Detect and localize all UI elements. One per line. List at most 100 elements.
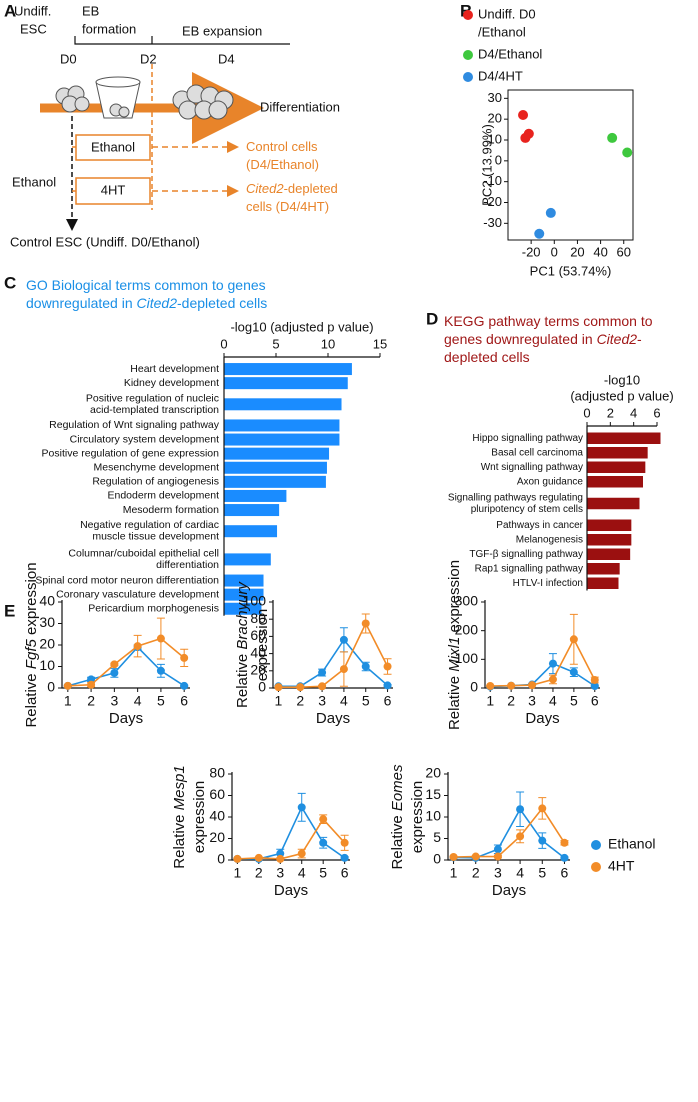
x-tick-label: 5 <box>272 336 279 351</box>
x-tick-label: 4 <box>134 693 142 709</box>
x-tick-label: 3 <box>110 693 118 709</box>
diagram: A Undiff. ESC EB formation EB expansion … <box>4 1 340 249</box>
point <box>110 668 119 677</box>
y-tick-label: 0 <box>433 851 441 867</box>
series-line <box>67 645 185 687</box>
bar <box>224 398 342 411</box>
x-tick-label: 0 <box>583 405 590 420</box>
y-axis-label-part: expression <box>191 781 208 854</box>
y-axis-label: expression <box>409 781 426 854</box>
x-tick-label: 5 <box>362 693 370 709</box>
label: Differentiation <box>260 99 340 114</box>
panel-label: E <box>4 601 15 620</box>
outcome-label-part: Cited2 <box>246 181 284 196</box>
y-tick-label: 0 <box>470 679 478 695</box>
box-label: Ethanol <box>91 139 135 154</box>
y-tick-label: 100 <box>243 593 267 609</box>
chart-title-part: - <box>637 331 642 347</box>
legend-marker <box>463 72 473 82</box>
x-tick-label: 15 <box>373 336 387 351</box>
point <box>87 680 96 689</box>
y-tick-label: 5 <box>433 829 441 845</box>
outcome-label: (D4/Ethanol) <box>246 157 319 172</box>
label: EB <box>82 3 99 18</box>
category-label: acid-templated transcription <box>90 404 219 416</box>
x-axis-label: Days <box>109 710 143 727</box>
point <box>180 681 189 690</box>
legend-label: Undiff. D0 <box>478 6 536 21</box>
point <box>361 619 370 628</box>
point <box>538 836 547 845</box>
x-tick-label: 0 <box>220 336 227 351</box>
category-label: Basal cell carcinoma <box>491 447 583 458</box>
y-tick-label: -10 <box>483 173 502 188</box>
x-tick-label: 2 <box>255 865 263 881</box>
label: Control ESC (Undiff. D0/Ethanol) <box>10 234 200 249</box>
point <box>622 147 633 158</box>
point <box>383 662 392 671</box>
bar <box>587 519 632 531</box>
series-line <box>237 805 346 860</box>
box <box>75 134 151 161</box>
point <box>493 845 502 854</box>
bar <box>587 447 648 459</box>
y-tick-label: 20 <box>250 662 266 678</box>
x-tick-label: 5 <box>319 865 327 881</box>
point <box>340 838 349 847</box>
y-tick-label: 30 <box>488 90 502 105</box>
y-tick-label: -30 <box>483 215 502 230</box>
category-label: Coronary vasculature development <box>56 588 219 600</box>
point <box>590 681 599 690</box>
legend-marker <box>591 862 601 872</box>
category-label: Hippo signalling pathway <box>472 433 583 444</box>
point <box>133 642 142 651</box>
plot-frame <box>507 89 634 241</box>
point <box>180 653 189 662</box>
x-axis-label: PC1 (53.74%) <box>530 263 612 278</box>
day-label: D4 <box>218 51 235 66</box>
point <box>297 849 306 858</box>
panel-label: D <box>426 309 438 328</box>
point <box>493 852 502 861</box>
chart-title-part: -depleted cells <box>177 295 267 311</box>
x-tick-label: 5 <box>157 693 165 709</box>
point <box>516 805 525 814</box>
y-tick-label: 10 <box>39 657 55 673</box>
category-label: Signalling pathways regulating <box>448 492 583 503</box>
box-label: 4HT <box>101 182 126 197</box>
category-label: Columnar/cuboidal epithelial cell <box>68 547 219 559</box>
x-tick-label: 4 <box>630 405 637 420</box>
y-tick-label: 0 <box>258 679 266 695</box>
category-label: HTLV-I infection <box>513 578 583 589</box>
legend-label: /Ethanol <box>478 24 526 39</box>
chart-title-part: downregulated in <box>26 295 137 311</box>
x-tick-label: 40 <box>593 244 607 259</box>
category-label: Negative regulation of cardiac <box>80 519 219 531</box>
bar <box>224 588 264 601</box>
y-tick-label: 200 <box>455 621 479 637</box>
label: formation <box>82 21 136 36</box>
chart-title: downregulated in Cited2-depleted cells <box>26 295 267 311</box>
y-tick-label: 30 <box>39 614 55 630</box>
point <box>548 675 557 684</box>
y-tick-label: 100 <box>455 650 479 666</box>
series-line <box>237 817 346 860</box>
point <box>569 668 578 677</box>
bar <box>587 497 640 510</box>
chart-title-part: Cited2 <box>597 331 638 347</box>
bar <box>587 577 619 589</box>
point <box>383 681 392 690</box>
day-label: D2 <box>140 51 157 66</box>
x-tick-label: 5 <box>538 865 546 881</box>
bar <box>224 602 262 615</box>
point <box>548 659 557 668</box>
point <box>319 838 328 847</box>
y-axis-label-part: expression <box>446 560 463 637</box>
category-label: Endoderm development <box>108 490 220 502</box>
bar <box>587 476 643 488</box>
bar <box>224 489 287 502</box>
x-axis-label: Days <box>492 882 526 899</box>
x-tick-label: 2 <box>607 405 614 420</box>
y-tick-label: 80 <box>209 765 225 781</box>
cells <box>55 76 234 120</box>
